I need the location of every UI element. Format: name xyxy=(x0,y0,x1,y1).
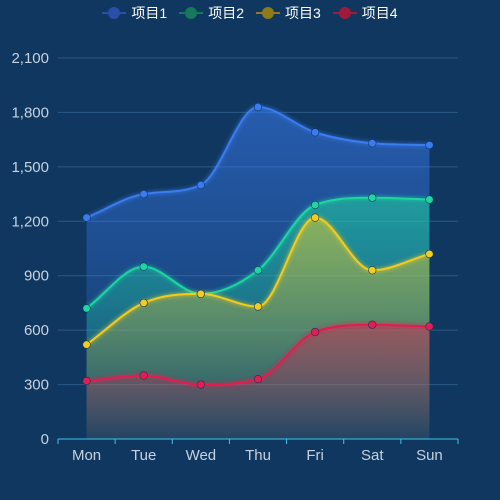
data-point[interactable] xyxy=(311,128,320,137)
legend-dot-2 xyxy=(185,7,198,19)
legend-label: 项目4 xyxy=(361,5,398,21)
legend-circle-icon xyxy=(179,6,204,20)
data-point[interactable] xyxy=(311,327,320,337)
data-point[interactable] xyxy=(253,375,263,384)
legend-dot-4 xyxy=(338,7,351,19)
data-point[interactable] xyxy=(139,262,148,271)
data-point[interactable] xyxy=(196,289,205,298)
data-point[interactable] xyxy=(425,322,434,331)
y-tick-label: 600 xyxy=(24,322,49,339)
data-point[interactable] xyxy=(311,213,320,222)
y-tick-label: 1,500 xyxy=(11,159,49,176)
legend-circle-icon xyxy=(102,6,127,20)
x-tick-label: Fri xyxy=(306,447,324,464)
data-point[interactable] xyxy=(425,195,434,204)
x-tick-label: Thu xyxy=(245,447,271,464)
data-point[interactable] xyxy=(368,139,377,148)
y-tick-label: 1,800 xyxy=(11,104,49,121)
data-point[interactable] xyxy=(82,213,91,222)
data-point[interactable] xyxy=(368,320,377,329)
data-point[interactable] xyxy=(139,298,148,308)
y-tick-label: 900 xyxy=(24,268,49,285)
x-tick-label: Mon xyxy=(72,447,101,464)
x-tick-label: Wed xyxy=(186,447,217,464)
legend-item-series-1[interactable]: 项目1 xyxy=(102,6,167,20)
x-tick-label: Tue xyxy=(131,447,156,464)
data-point[interactable] xyxy=(82,304,91,313)
data-point[interactable] xyxy=(253,302,263,311)
legend-dot-1 xyxy=(108,7,121,19)
legend-circle-icon xyxy=(332,6,357,20)
data-point[interactable] xyxy=(82,376,91,386)
data-point[interactable] xyxy=(253,266,263,275)
legend-dot-3 xyxy=(262,7,274,19)
data-point[interactable] xyxy=(311,200,320,210)
data-point[interactable] xyxy=(425,140,434,150)
chart-legend: 项目1 项目2 项目3 项目4 xyxy=(0,2,500,24)
legend-item-series-3[interactable]: 项目3 xyxy=(256,6,321,20)
data-point[interactable] xyxy=(368,266,377,275)
legend-label: 项目3 xyxy=(285,5,321,21)
y-tick-label: 1,200 xyxy=(11,213,49,230)
label-layer: 0 300 600 900 1,200 1,500 1,800 2,100 Mon Tue Wed T… xyxy=(11,50,442,464)
legend-label: 项目2 xyxy=(208,5,244,21)
data-point[interactable] xyxy=(368,193,377,202)
data-point[interactable] xyxy=(196,180,205,190)
legend-item-series-4[interactable]: 项目4 xyxy=(332,5,398,21)
legend-circle-icon xyxy=(256,6,280,20)
axis-layer xyxy=(57,438,459,444)
data-point[interactable] xyxy=(82,340,91,349)
x-tick-label: Sat xyxy=(361,447,384,464)
data-point[interactable] xyxy=(196,380,205,389)
x-tick-label: Sun xyxy=(416,447,443,464)
y-tick-label: 300 xyxy=(24,377,49,394)
point-layer xyxy=(82,102,434,389)
y-tick-label: 2,100 xyxy=(11,50,49,67)
data-point[interactable] xyxy=(139,189,148,199)
legend-item-series-2[interactable]: 项目2 xyxy=(179,6,244,20)
data-point[interactable] xyxy=(425,249,434,259)
legend-label: 项目1 xyxy=(131,5,168,21)
data-point[interactable] xyxy=(253,102,263,112)
data-point[interactable] xyxy=(139,371,148,380)
y-tick-label: 0 xyxy=(41,431,49,448)
